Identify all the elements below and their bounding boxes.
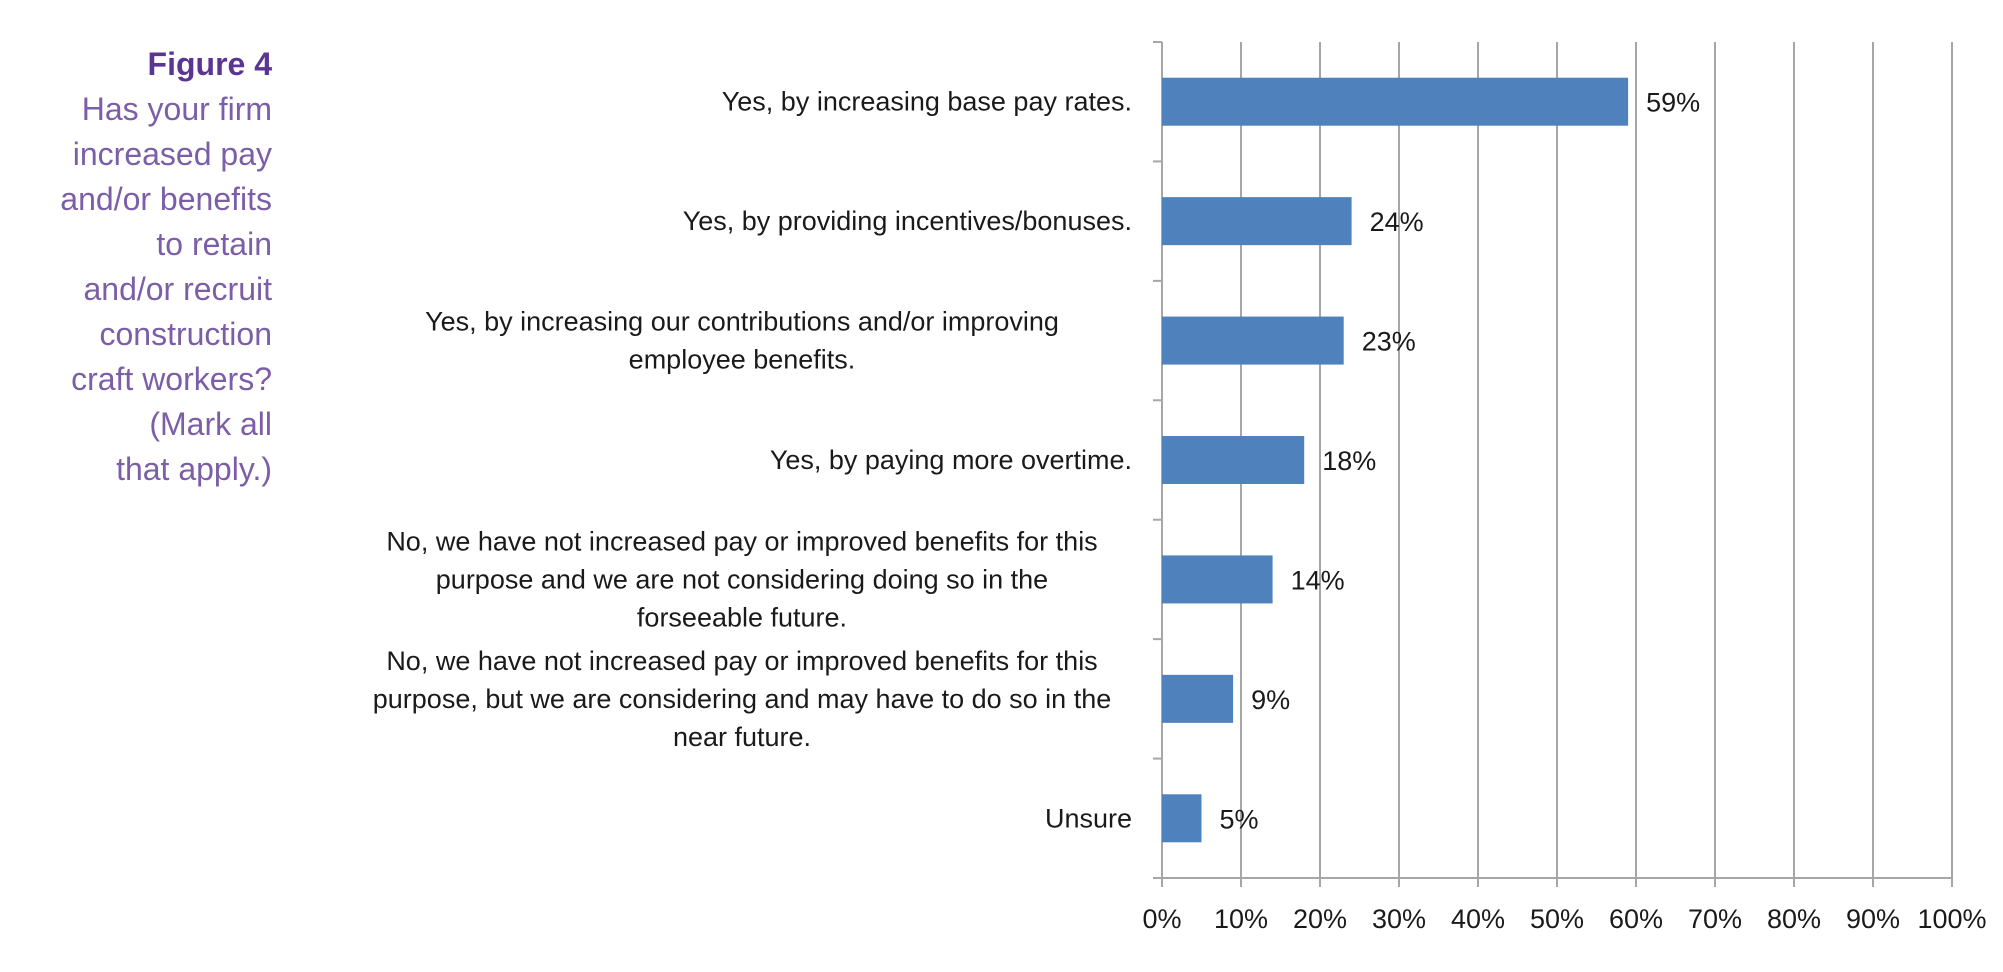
data-label: 23% bbox=[1362, 327, 1416, 357]
caption-line: to retain bbox=[156, 226, 272, 262]
bar bbox=[1162, 197, 1352, 246]
bar bbox=[1162, 555, 1273, 604]
x-tick-label: 20% bbox=[1293, 904, 1347, 934]
x-tick-label: 50% bbox=[1530, 904, 1584, 934]
caption-line: craft workers? bbox=[71, 361, 272, 397]
x-tick-label: 0% bbox=[1142, 904, 1181, 934]
x-tick-label: 90% bbox=[1846, 904, 1900, 934]
category-label: employee benefits. bbox=[629, 345, 856, 375]
figure-caption: Figure 4 Has your firm increased pay and… bbox=[0, 42, 272, 492]
category-label: purpose, but we are considering and may … bbox=[373, 684, 1111, 714]
caption-line: construction bbox=[99, 316, 272, 352]
category-label: Yes, by increasing base pay rates. bbox=[722, 87, 1132, 117]
data-label: 59% bbox=[1646, 88, 1700, 118]
bar bbox=[1162, 674, 1234, 723]
x-tick-label: 70% bbox=[1688, 904, 1742, 934]
figure-number: Figure 4 bbox=[147, 46, 272, 82]
caption-line: that apply.) bbox=[116, 451, 272, 487]
data-label: 5% bbox=[1220, 804, 1259, 834]
bar bbox=[1162, 77, 1629, 126]
x-tick-label: 80% bbox=[1767, 904, 1821, 934]
category-label: No, we have not increased pay or improve… bbox=[386, 526, 1097, 556]
category-label: forseeable future. bbox=[637, 602, 847, 632]
x-tick-label: 60% bbox=[1609, 904, 1663, 934]
caption-line: Has your firm bbox=[81, 91, 272, 127]
bar bbox=[1162, 316, 1344, 365]
caption-line: and/or benefits bbox=[60, 181, 272, 217]
data-label: 24% bbox=[1370, 207, 1424, 237]
category-label: near future. bbox=[673, 722, 811, 752]
bar bbox=[1162, 436, 1305, 484]
category-label: Unsure bbox=[1045, 803, 1132, 833]
x-tick-label: 100% bbox=[1917, 904, 1986, 934]
category-label: purpose and we are not considering doing… bbox=[436, 564, 1048, 594]
category-label: Yes, by paying more overtime. bbox=[770, 445, 1132, 475]
data-label: 9% bbox=[1251, 685, 1290, 715]
data-label: 18% bbox=[1322, 446, 1376, 476]
category-label: Yes, by providing incentives/bonuses. bbox=[683, 206, 1132, 236]
caption-line: (Mark all bbox=[149, 406, 272, 442]
caption-line: and/or recruit bbox=[83, 271, 272, 307]
x-tick-label: 10% bbox=[1214, 904, 1268, 934]
category-label: Yes, by increasing our contributions and… bbox=[425, 307, 1059, 337]
x-tick-label: 30% bbox=[1372, 904, 1426, 934]
x-tick-label: 40% bbox=[1451, 904, 1505, 934]
caption-line: increased pay bbox=[72, 136, 272, 172]
bar bbox=[1162, 794, 1202, 843]
category-label: No, we have not increased pay or improve… bbox=[386, 646, 1097, 676]
data-label: 14% bbox=[1291, 565, 1345, 595]
